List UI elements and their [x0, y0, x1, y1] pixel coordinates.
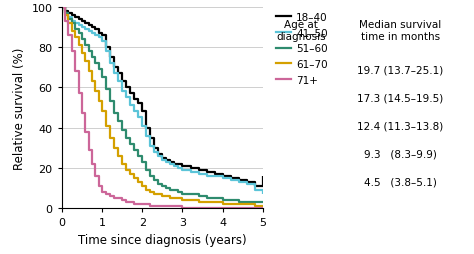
Text: 19.7 (13.7–25.1): 19.7 (13.7–25.1)	[357, 65, 444, 75]
Text: 12.4 (11.3–13.8): 12.4 (11.3–13.8)	[357, 121, 444, 131]
Text: Median survival
time in months: Median survival time in months	[359, 20, 442, 42]
X-axis label: Time since diagnosis (years): Time since diagnosis (years)	[78, 233, 246, 246]
Text: Age at
diagnosis: Age at diagnosis	[276, 20, 326, 42]
Text: 17.3 (14.5–19.5): 17.3 (14.5–19.5)	[357, 93, 444, 103]
Legend: 18–40, 41–50, 51–60, 61–70, 71+: 18–40, 41–50, 51–60, 61–70, 71+	[276, 13, 328, 85]
Text: 4.5   (3.8–5.1): 4.5 (3.8–5.1)	[364, 177, 437, 187]
Y-axis label: Relative survival (%): Relative survival (%)	[13, 47, 26, 169]
Text: 9.3   (8.3–9.9): 9.3 (8.3–9.9)	[364, 149, 437, 159]
